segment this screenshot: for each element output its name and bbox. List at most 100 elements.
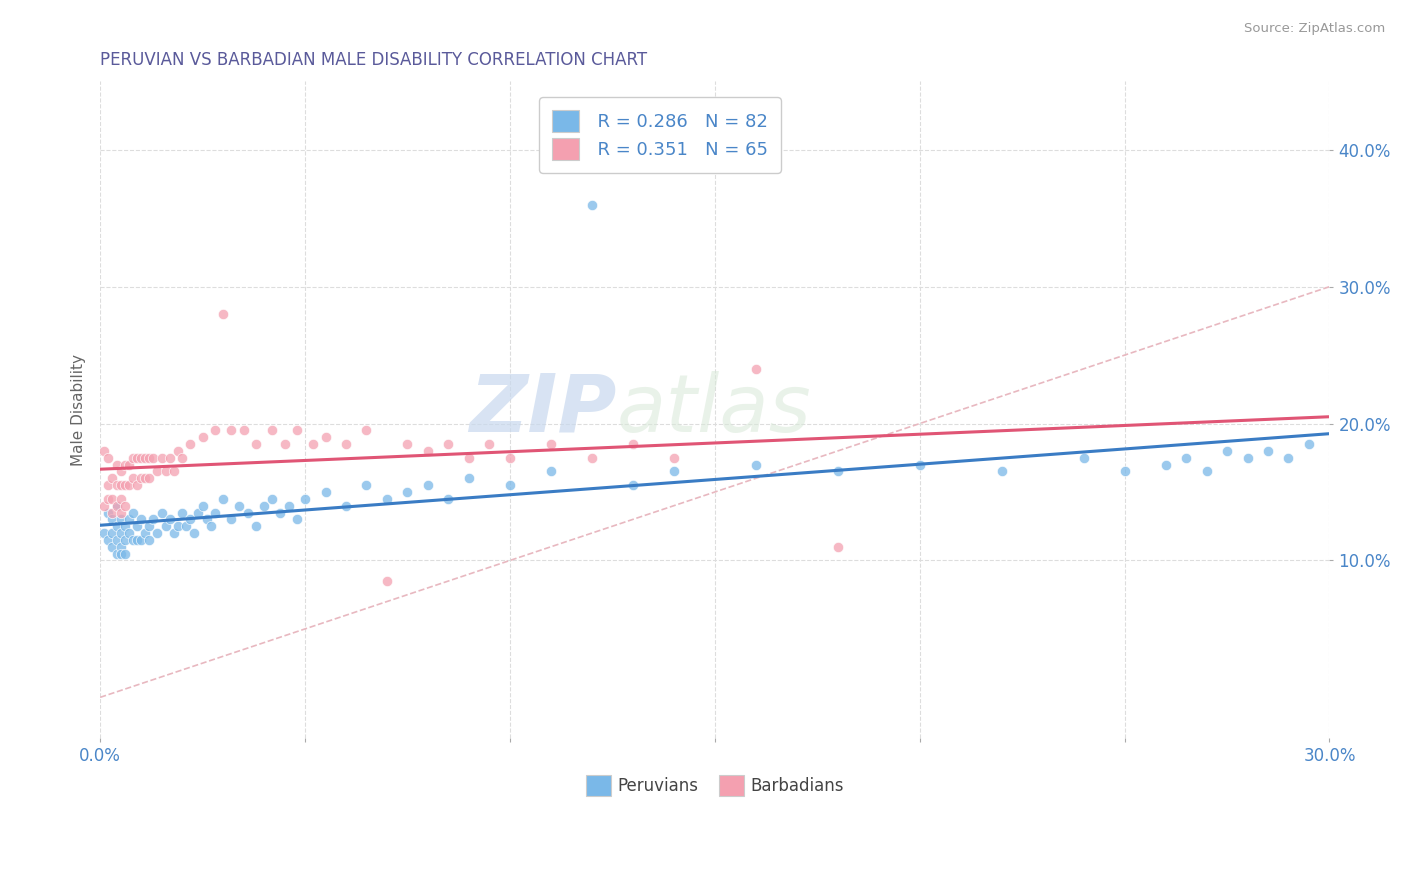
Point	[204, 506, 226, 520]
Point	[97, 450, 120, 465]
Point	[155, 465, 177, 479]
Point	[97, 533, 120, 547]
Point	[621, 478, 644, 492]
Point	[134, 526, 156, 541]
Legend: Peruvians, Barbadians: Peruvians, Barbadians	[579, 769, 851, 803]
Point	[581, 197, 603, 211]
Point	[125, 450, 148, 465]
Point	[827, 540, 849, 554]
Point	[101, 526, 124, 541]
Point	[285, 424, 308, 438]
Point	[114, 499, 136, 513]
Point	[125, 533, 148, 547]
Point	[105, 499, 128, 513]
Point	[191, 499, 214, 513]
Text: ZIP: ZIP	[470, 371, 616, 449]
Point	[114, 547, 136, 561]
Point	[499, 450, 522, 465]
Point	[269, 506, 291, 520]
Point	[662, 450, 685, 465]
Point	[1073, 450, 1095, 465]
Point	[114, 458, 136, 472]
Point	[219, 512, 242, 526]
Point	[97, 506, 120, 520]
Point	[458, 450, 481, 465]
Point	[1195, 465, 1218, 479]
Point	[499, 478, 522, 492]
Point	[93, 444, 115, 458]
Point	[134, 450, 156, 465]
Point	[183, 526, 205, 541]
Point	[110, 526, 132, 541]
Point	[129, 512, 152, 526]
Point	[478, 437, 501, 451]
Point	[118, 526, 141, 541]
Point	[179, 437, 201, 451]
Point	[245, 519, 267, 533]
Point	[125, 478, 148, 492]
Point	[118, 512, 141, 526]
Point	[200, 519, 222, 533]
Point	[356, 478, 378, 492]
Point	[110, 512, 132, 526]
Point	[745, 361, 768, 376]
Point	[159, 512, 181, 526]
Point	[122, 471, 145, 485]
Point	[204, 424, 226, 438]
Point	[105, 458, 128, 472]
Text: PERUVIAN VS BARBADIAN MALE DISABILITY CORRELATION CHART: PERUVIAN VS BARBADIAN MALE DISABILITY CO…	[100, 51, 647, 69]
Point	[1257, 444, 1279, 458]
Point	[142, 450, 165, 465]
Point	[416, 444, 439, 458]
Point	[581, 450, 603, 465]
Y-axis label: Male Disability: Male Disability	[72, 354, 86, 466]
Point	[262, 424, 284, 438]
Point	[212, 307, 235, 321]
Point	[1298, 437, 1320, 451]
Point	[105, 519, 128, 533]
Point	[110, 540, 132, 554]
Point	[745, 458, 768, 472]
Point	[101, 540, 124, 554]
Point	[990, 465, 1012, 479]
Point	[236, 506, 259, 520]
Point	[138, 450, 160, 465]
Point	[396, 437, 419, 451]
Point	[110, 478, 132, 492]
Point	[396, 485, 419, 500]
Point	[118, 458, 141, 472]
Point	[101, 471, 124, 485]
Point	[187, 506, 209, 520]
Point	[150, 450, 173, 465]
Point	[174, 519, 197, 533]
Point	[228, 499, 250, 513]
Point	[97, 491, 120, 506]
Text: Source: ZipAtlas.com: Source: ZipAtlas.com	[1244, 22, 1385, 36]
Point	[105, 499, 128, 513]
Point	[827, 465, 849, 479]
Point	[129, 533, 152, 547]
Point	[159, 450, 181, 465]
Point	[416, 478, 439, 492]
Point	[1277, 450, 1299, 465]
Point	[142, 512, 165, 526]
Point	[335, 499, 357, 513]
Point	[122, 506, 145, 520]
Point	[335, 437, 357, 451]
Text: atlas: atlas	[616, 371, 811, 449]
Point	[138, 519, 160, 533]
Point	[1175, 450, 1198, 465]
Point	[458, 471, 481, 485]
Point	[122, 533, 145, 547]
Point	[105, 533, 128, 547]
Point	[93, 499, 115, 513]
Point	[662, 465, 685, 479]
Point	[540, 437, 562, 451]
Point	[155, 519, 177, 533]
Point	[1154, 458, 1177, 472]
Point	[262, 491, 284, 506]
Point	[245, 437, 267, 451]
Point	[129, 450, 152, 465]
Point	[129, 471, 152, 485]
Point	[294, 491, 316, 506]
